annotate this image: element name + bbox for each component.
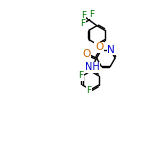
Text: F: F <box>81 11 86 20</box>
Text: F: F <box>81 19 86 28</box>
Text: N: N <box>107 45 115 55</box>
Text: F: F <box>78 71 83 80</box>
Text: NH: NH <box>85 62 100 72</box>
Text: F: F <box>89 10 94 19</box>
Text: O: O <box>83 49 91 59</box>
Text: F: F <box>86 86 91 95</box>
Text: O: O <box>95 42 103 52</box>
